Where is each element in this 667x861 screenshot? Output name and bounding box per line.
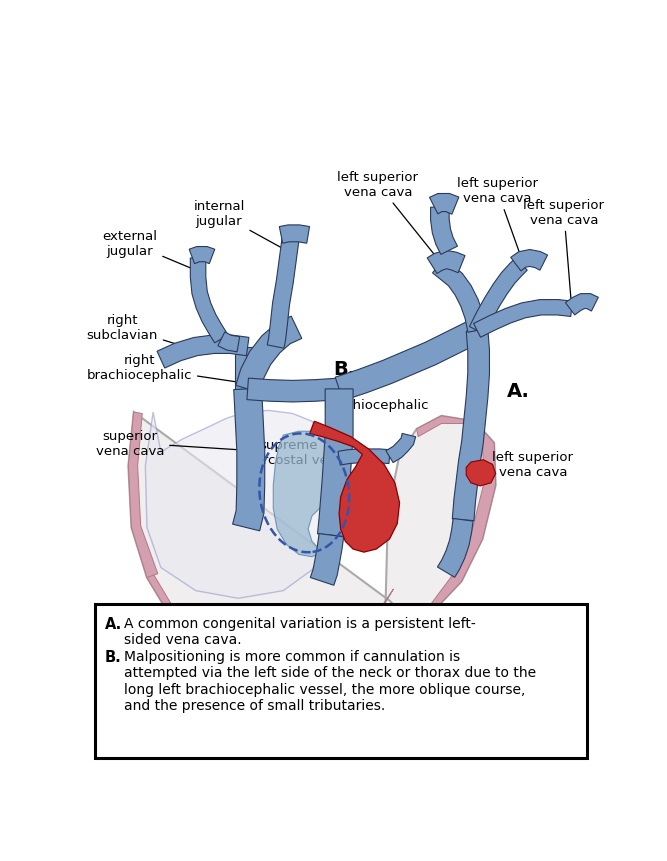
Text: B.: B.: [105, 649, 122, 665]
Text: A.: A.: [506, 381, 530, 400]
Text: superior
vena cava: superior vena cava: [95, 430, 247, 457]
Polygon shape: [189, 247, 215, 264]
Polygon shape: [157, 336, 249, 369]
Text: left superior
vena cava: left superior vena cava: [524, 199, 604, 305]
Polygon shape: [128, 412, 496, 666]
Text: supreme
intercostal vein: supreme intercostal vein: [237, 438, 358, 467]
Polygon shape: [190, 258, 228, 344]
Text: B.: B.: [334, 360, 356, 379]
Text: right
subclavian: right subclavian: [87, 314, 189, 349]
Polygon shape: [266, 336, 280, 356]
Text: left
brachiocephalic: left brachiocephalic: [323, 383, 429, 412]
Polygon shape: [317, 389, 353, 537]
Polygon shape: [273, 431, 343, 557]
Polygon shape: [466, 460, 496, 486]
Polygon shape: [309, 422, 400, 553]
Polygon shape: [427, 251, 465, 274]
Text: Malpositioning is more common if cannulation is
attempted via the left side of t: Malpositioning is more common if cannula…: [123, 649, 536, 712]
Polygon shape: [336, 320, 483, 401]
Text: internal
jugular: internal jugular: [193, 200, 281, 248]
Polygon shape: [233, 388, 265, 531]
Polygon shape: [566, 294, 598, 316]
Text: right
brachiocephalic: right brachiocephalic: [87, 354, 281, 389]
Polygon shape: [474, 300, 572, 338]
Polygon shape: [409, 417, 496, 616]
Polygon shape: [128, 412, 158, 578]
Polygon shape: [267, 234, 299, 349]
Polygon shape: [386, 434, 416, 463]
Polygon shape: [432, 259, 486, 333]
Polygon shape: [338, 449, 390, 466]
Polygon shape: [145, 411, 331, 598]
Polygon shape: [235, 347, 260, 389]
Text: A common congenital variation is a persistent left-
sided vena cava.: A common congenital variation is a persi…: [123, 616, 476, 647]
Text: left superior
vena cava: left superior vena cava: [457, 177, 538, 263]
Text: external
jugular: external jugular: [102, 229, 201, 273]
Polygon shape: [511, 251, 548, 271]
Text: A.: A.: [105, 616, 122, 631]
Polygon shape: [430, 195, 459, 215]
Text: left superior
vena cava: left superior vena cava: [470, 451, 574, 482]
Polygon shape: [147, 574, 394, 666]
Polygon shape: [95, 604, 587, 759]
Polygon shape: [431, 208, 458, 255]
Text: left superior
vena cava: left superior vena cava: [338, 170, 443, 266]
Polygon shape: [452, 330, 490, 521]
Polygon shape: [247, 379, 340, 402]
Polygon shape: [438, 519, 473, 578]
Polygon shape: [279, 226, 309, 244]
Polygon shape: [236, 317, 301, 393]
Polygon shape: [218, 332, 239, 352]
Polygon shape: [310, 534, 344, 585]
Polygon shape: [470, 259, 528, 335]
